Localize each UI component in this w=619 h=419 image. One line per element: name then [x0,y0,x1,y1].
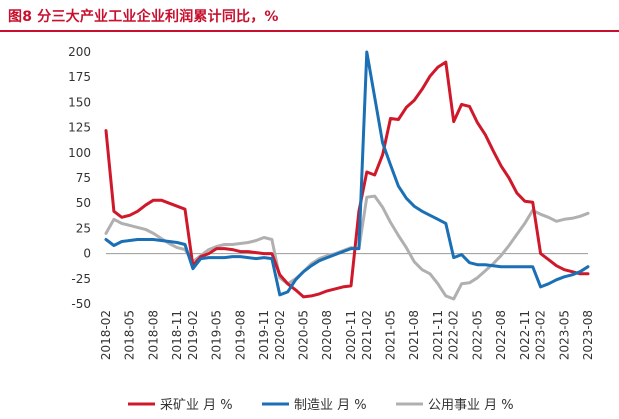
y-tick-label: 50 [76,196,91,210]
x-tick-label: 2021-02 [360,310,374,360]
y-tick-label: 75 [76,171,91,185]
y-tick-label: -25 [71,272,91,286]
y-axis: -50 -25 0 25 50 75 100 125 150 175 200 [68,45,588,311]
x-tick-label: 2022-02 [447,310,461,360]
x-tick-label: 2021-08 [407,310,421,360]
x-tick-label: 2019-05 [210,310,224,360]
y-tick-label: 125 [68,121,91,135]
x-tick-label: 2018-11 [170,310,184,360]
x-axis: 2018-02 2018-05 2018-08 2018-11 2019-02 2019-… [99,310,595,360]
series-line-manufacturing [104,50,590,297]
x-tick-label: 2019-11 [257,310,271,360]
x-tick-label: 2020-08 [320,310,334,360]
x-tick-label: 2018-02 [99,310,113,360]
chart-title: 图8 分三大产业工业企业利润累计同比，% [8,9,279,25]
x-tick-label: 2021-11 [431,310,445,360]
x-tick-label: 2020-05 [297,310,311,360]
series-line-mining [104,60,590,299]
title-underline [0,30,619,32]
legend-label-mining: 采矿业 月 % [160,398,233,413]
y-tick-label: 200 [68,45,91,59]
x-tick-label: 2022-05 [470,310,484,360]
legend-label-utilities: 公用事业 月 % [428,398,514,413]
legend-label-manufacturing: 制造业 月 % [294,398,367,413]
legend: 采矿业 月 % 制造业 月 % 公用事业 月 % [128,398,514,413]
series-line-utilities [104,194,590,301]
x-tick-label: 2020-02 [273,310,287,360]
y-tick-label: -50 [71,297,91,311]
x-tick-label: 2019-02 [186,310,200,360]
x-tick-label: 2019-08 [233,310,247,360]
plot-area [104,50,590,301]
x-tick-label: 2022-11 [518,310,532,360]
y-tick-label: 25 [76,221,91,235]
x-tick-label: 2023-02 [534,310,548,360]
x-tick-label: 2023-05 [557,310,571,360]
y-tick-label: 150 [68,95,91,109]
y-tick-label: 175 [68,70,91,84]
y-tick-label: 0 [83,247,91,261]
x-tick-label: 2018-05 [123,310,137,360]
x-tick-label: 2023-08 [581,310,595,360]
x-tick-label: 2021-05 [383,310,397,360]
y-tick-label: 100 [68,146,91,160]
x-tick-label: 2018-08 [146,310,160,360]
x-tick-label: 2022-08 [494,310,508,360]
x-tick-label: 2020-11 [344,310,358,360]
